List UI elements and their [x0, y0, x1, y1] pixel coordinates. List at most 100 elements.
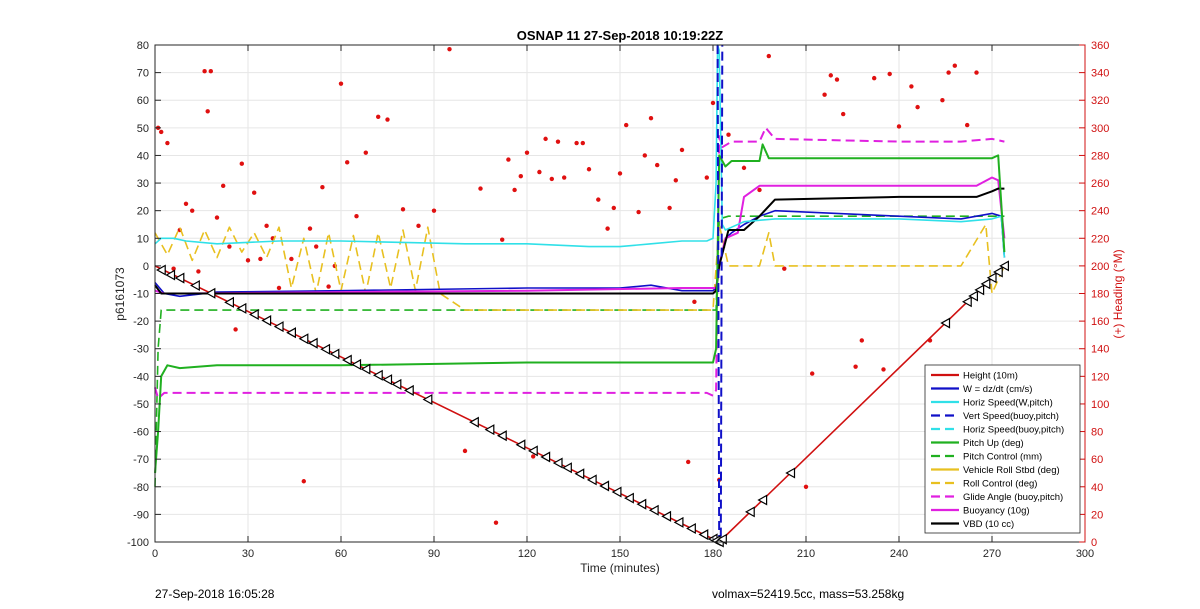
series-line [154, 187, 1005, 295]
y2-tick-label: 60 [1091, 454, 1103, 466]
heading-point [655, 162, 660, 168]
height-marker [974, 284, 985, 296]
height-marker [540, 451, 551, 463]
heading-point [692, 299, 697, 304]
height-marker [961, 296, 972, 308]
heading-point [822, 92, 827, 97]
height-marker [329, 348, 340, 360]
heading-point [289, 256, 294, 262]
y2-tick-label: 360 [1091, 40, 1109, 52]
height-marker [403, 384, 414, 396]
heading-point [803, 484, 809, 489]
heading-point [493, 520, 499, 525]
heading-point [512, 187, 517, 193]
height-marker [968, 290, 978, 302]
height-marker [599, 480, 610, 492]
x-axis-label: Time (minutes) [580, 561, 660, 575]
y2-tick-label: 140 [1091, 344, 1109, 356]
y-tick-label: 20 [137, 206, 149, 218]
x-tick-label: 300 [1076, 548, 1094, 560]
x-tick-label: 30 [242, 548, 254, 560]
y2-tick-label: 180 [1091, 289, 1109, 301]
heading-point [726, 132, 731, 137]
x-tick-label: 0 [152, 548, 158, 560]
heading-point [338, 81, 344, 86]
height-marker [527, 445, 538, 457]
heading-point [537, 169, 542, 175]
heading-point [586, 167, 592, 172]
heading-point [667, 205, 672, 211]
legend-label: Buoyancy (10g) [963, 506, 1030, 517]
height-marker [224, 296, 234, 308]
heading-point [828, 73, 833, 78]
x-tick-label: 270 [983, 548, 1001, 560]
y2-tick-label: 260 [1091, 178, 1109, 190]
y-tick-label: 40 [137, 150, 149, 162]
height-marker [307, 337, 318, 349]
height-marker [636, 498, 647, 510]
y-tick-label: 50 [137, 123, 149, 135]
series-line [154, 143, 1006, 474]
heading-point [782, 266, 787, 271]
height-marker [552, 457, 563, 469]
heading-point [524, 150, 530, 155]
height-marker [351, 358, 362, 370]
heading-point [196, 269, 201, 274]
footer-mass-info: volmax=52419.5cc, mass=53.258kg [712, 587, 905, 601]
height-marker [372, 369, 383, 381]
y2-tick-label: 320 [1091, 95, 1109, 107]
x-tick-label: 210 [797, 548, 815, 560]
legend-label: Vert Speed(buoy,pitch) [963, 411, 1059, 422]
heading-point [233, 327, 238, 332]
heading-point [518, 173, 523, 179]
legend-label: Roll Control (deg) [963, 479, 1037, 490]
heading-scatter [155, 46, 979, 525]
x-tick-label: 240 [890, 548, 908, 560]
heading-point [710, 100, 716, 106]
height-marker [999, 260, 1009, 272]
height-markers [155, 260, 1009, 548]
heading-point [673, 178, 678, 183]
y-tick-label: -40 [133, 371, 149, 383]
heading-point [345, 160, 350, 165]
heading-point [642, 153, 647, 158]
height-marker [298, 333, 309, 345]
heading-point [909, 84, 914, 89]
heading-point [617, 171, 623, 176]
height-marker [236, 302, 247, 314]
y-tick-label: 60 [137, 95, 149, 107]
heading-point [887, 71, 892, 77]
y2-tick-label: 0 [1091, 537, 1097, 549]
heading-point [679, 147, 685, 153]
heading-point [252, 190, 257, 195]
heading-point [766, 53, 771, 59]
heading-point [258, 256, 263, 262]
heading-point [227, 244, 232, 249]
height-marker [382, 374, 393, 386]
height-marker [165, 269, 176, 281]
legend-label: Vehicle Roll Stbd (deg) [963, 465, 1060, 476]
heading-point [648, 115, 654, 121]
heading-point [214, 215, 220, 220]
y-tick-label: -60 [133, 427, 149, 439]
heading-point [354, 213, 359, 219]
y-tick-label: 70 [137, 68, 149, 80]
height-marker [673, 516, 684, 528]
x-tick-label: 150 [611, 548, 629, 560]
y2-axis-label: (+) Heading (°M) [1111, 249, 1125, 338]
height-marker [205, 287, 216, 299]
heading-point [580, 140, 585, 146]
heading-point [400, 207, 406, 212]
heading-point [171, 266, 176, 271]
height-marker [744, 506, 755, 518]
legend-label: Pitch Control (mm) [963, 452, 1042, 463]
heading-point [205, 109, 210, 114]
heading-point [704, 175, 709, 180]
heading-point [834, 77, 840, 82]
legend-label: Height (10m) [963, 371, 1018, 382]
series-line [154, 44, 1006, 258]
height-marker [341, 354, 352, 366]
y2-tick-label: 40 [1091, 482, 1103, 494]
height-marker [986, 272, 997, 284]
